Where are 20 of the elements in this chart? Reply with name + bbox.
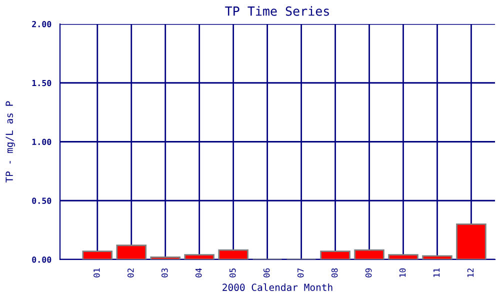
x-tick-label: 05	[229, 268, 236, 278]
y-axis-title: TP - mg/L as P	[6, 101, 15, 182]
x-axis-title: 2000 Calendar Month	[222, 283, 332, 291]
x-tick-label: 09	[365, 268, 372, 278]
x-tick-label: 06	[263, 268, 270, 278]
y-tick-label: 1.00	[32, 138, 52, 146]
x-tick-label: 01	[94, 268, 100, 278]
x-tick-label: 03	[161, 268, 168, 278]
x-tick-label: 02	[128, 268, 134, 278]
x-tick-label: 11	[433, 268, 440, 277]
y-tick-label: 2.00	[32, 20, 52, 28]
chart-title: TP Time Series	[225, 6, 329, 16]
y-tick-label: 0.00	[32, 256, 52, 263]
x-tick-label: 07	[297, 268, 304, 278]
y-tick-label: 0.50	[32, 198, 52, 204]
x-tick-label: 10	[399, 268, 406, 277]
x-tick-label: 12	[467, 268, 474, 277]
x-tick-label: 08	[331, 268, 338, 278]
x-tick-label: 04	[195, 268, 202, 278]
y-tick-label: 1.50	[32, 80, 52, 86]
